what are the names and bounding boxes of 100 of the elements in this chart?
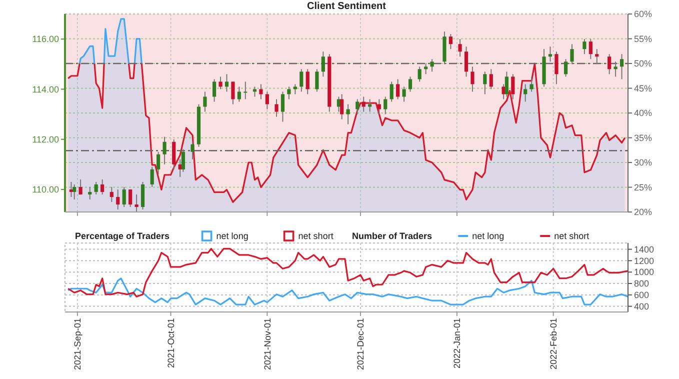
candlestick [321, 51, 325, 78]
candlestick [162, 136, 166, 165]
candlestick [244, 81, 248, 100]
y-tick-label: 400 [634, 301, 650, 312]
candlestick [280, 91, 285, 122]
candlestick [128, 188, 132, 208]
y-tick-label: 1400 [634, 244, 654, 254]
y-tick-label: 112.00 [32, 134, 59, 144]
candlestick [218, 76, 222, 90]
candlestick [134, 194, 138, 212]
candlestick [504, 71, 508, 98]
candlestick [72, 184, 76, 200]
candlestick [237, 86, 241, 102]
legend-label: net short [554, 231, 590, 242]
candlestick [150, 166, 154, 188]
y-tick-label: 1200 [634, 256, 654, 266]
candlestick [390, 81, 394, 102]
y2-tick-label: 35% [634, 132, 652, 143]
y2-tick-label: 45% [634, 83, 652, 94]
y-tick-label: 114.00 [32, 84, 59, 94]
candlestick [588, 38, 592, 60]
candlestick [346, 104, 350, 125]
candlestick [300, 68, 304, 92]
candlestick [252, 86, 257, 98]
x-tick-label: 2021-Dec-01 [356, 318, 366, 370]
candlestick [231, 81, 235, 105]
candlestick [306, 68, 310, 95]
y-tick-label: 116.00 [32, 34, 59, 44]
candlestick [94, 181, 98, 195]
candlestick [156, 151, 160, 175]
candlestick [265, 91, 269, 110]
candlestick [548, 46, 552, 62]
candlestick [88, 186, 92, 200]
candlestick [564, 58, 568, 78]
candlestick [362, 96, 366, 112]
candlestick [116, 188, 120, 210]
candlestick [554, 51, 558, 85]
candlestick [356, 98, 360, 115]
candlestick [402, 86, 406, 102]
y2-tick-label: 40% [634, 108, 652, 118]
candlestick [122, 186, 126, 208]
candlestick [315, 68, 319, 92]
candlestick [259, 84, 263, 100]
candlestick [464, 46, 468, 78]
legend-title: Percentage of Traders [75, 231, 170, 242]
candlestick [418, 66, 422, 82]
candlestick [172, 138, 176, 170]
y-tick-label: 800 [634, 278, 650, 289]
y2-tick-label: 20% [634, 207, 652, 218]
line-series [67, 278, 628, 306]
x-tick-label: 2022-Jan-01 [452, 318, 462, 369]
candlestick [340, 94, 344, 120]
candlestick [110, 186, 114, 202]
candlestick [224, 74, 229, 92]
candlestick [203, 91, 207, 112]
candlestick [595, 48, 599, 65]
candlestick [140, 181, 145, 210]
candlestick [100, 178, 104, 195]
candlestick [524, 84, 528, 102]
candlestick [424, 64, 428, 75]
candlestick [430, 58, 434, 72]
y-tick-label: 110.00 [32, 184, 59, 195]
y2-tick-label: 50% [634, 58, 652, 69]
candlestick [511, 74, 515, 100]
candlestick [582, 38, 586, 55]
candlestick [274, 98, 278, 118]
y2-tick-label: 60% [634, 9, 652, 20]
candlestick [614, 61, 618, 78]
candlestick [489, 68, 493, 90]
line-series [67, 248, 628, 298]
y2-tick-label: 25% [634, 182, 652, 192]
candlestick [78, 178, 82, 195]
candlestick [483, 71, 487, 95]
candlestick [408, 76, 412, 92]
y-tick-label: 600 [634, 290, 650, 300]
legend-title: Number of Traders [352, 231, 432, 242]
candlestick [293, 84, 297, 95]
candlestick [530, 76, 534, 92]
candlestick [377, 98, 381, 115]
candlestick [620, 54, 624, 80]
candlestick [212, 78, 216, 102]
candlestick [570, 44, 574, 65]
candlestick [190, 141, 194, 160]
x-tick-label: 2021-Oct-01 [166, 318, 176, 368]
y2-tick-label: 30% [634, 158, 652, 168]
candlestick [458, 38, 462, 58]
legend-label: net short [298, 231, 334, 242]
chart-title: Client Sentiment [307, 1, 387, 12]
candlestick [384, 96, 388, 115]
x-tick-label: 2021-Sep-01 [72, 318, 83, 370]
y2-tick-label: 55% [634, 34, 652, 44]
candlestick [608, 54, 612, 75]
legend-label: net long [216, 231, 248, 242]
candlestick [368, 98, 372, 112]
candlestick [287, 86, 291, 100]
legend-label: net long [472, 231, 504, 242]
candlestick [448, 34, 452, 50]
x-tick-label: 2022-Feb-01 [548, 318, 558, 370]
candlestick [470, 66, 474, 92]
y-tick-label: 1000 [634, 267, 654, 278]
